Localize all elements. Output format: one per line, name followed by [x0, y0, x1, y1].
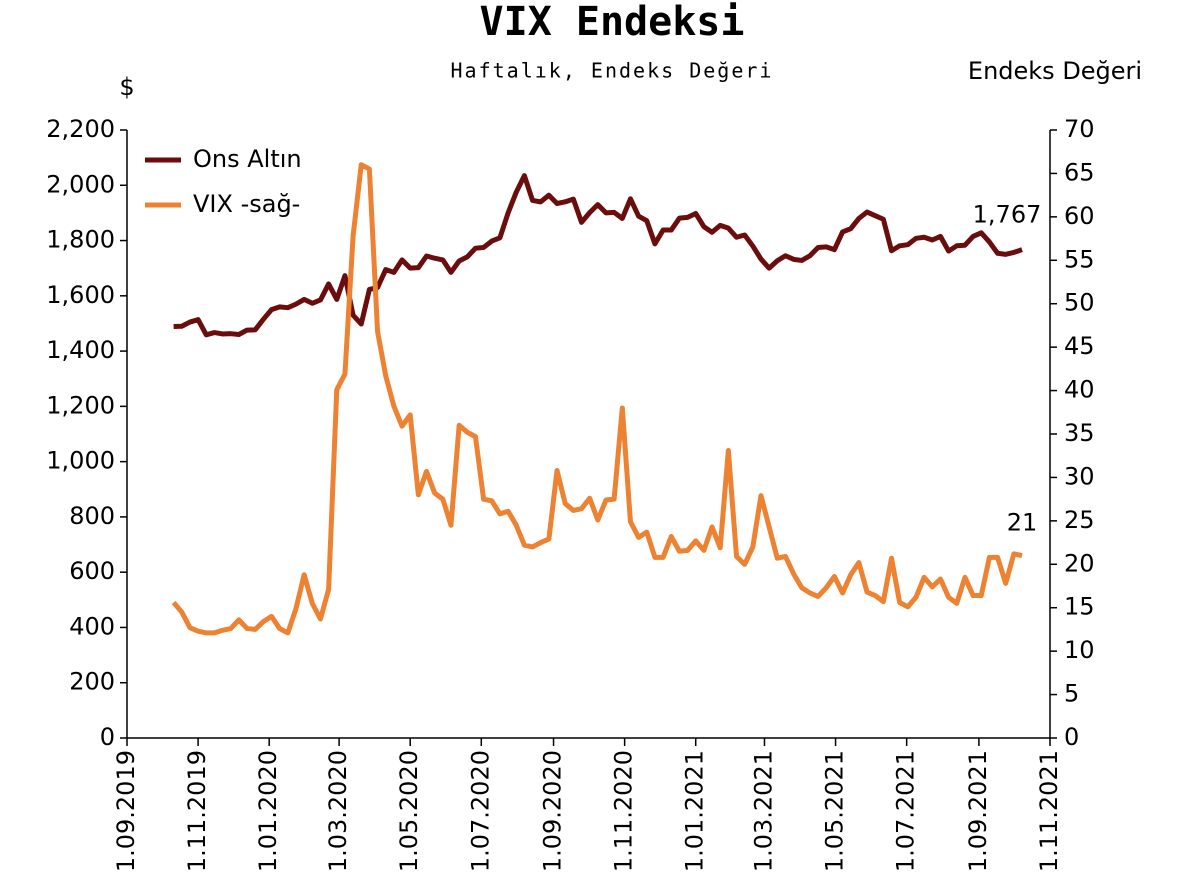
y2-tick-label: 45: [1064, 332, 1095, 360]
x-tick-label: 1.01.2021: [681, 750, 709, 872]
legend-label: VIX -sağ-: [193, 190, 300, 218]
y2-tick-label: 55: [1064, 245, 1095, 273]
data-label: 1,767: [973, 201, 1042, 229]
y2-tick-label: 40: [1064, 376, 1095, 404]
y-tick-label: 1,600: [46, 281, 115, 309]
y2-tick-label: 60: [1064, 202, 1095, 230]
x-tick-label: 1.09.2019: [112, 750, 140, 872]
legend-label: Ons Altın: [193, 145, 302, 173]
x-tick-label: 1.01.2020: [254, 750, 282, 872]
y-tick-label: 200: [69, 668, 115, 696]
y-tick-label: 800: [69, 502, 115, 530]
x-tick-label: 1.11.2021: [1035, 750, 1063, 872]
y2-tick-label: 70: [1064, 115, 1095, 143]
x-tick-label: 1.05.2020: [395, 750, 423, 872]
y-tick-label: 400: [69, 612, 115, 640]
y2-tick-label: 5: [1064, 680, 1079, 708]
y-tick-label: 600: [69, 557, 115, 585]
x-tick-label: 1.09.2020: [539, 750, 567, 872]
y-tick-label: 1,200: [46, 391, 115, 419]
series-line: [171, 162, 1023, 636]
y2-tick-label: 65: [1064, 158, 1095, 186]
series-line: [173, 173, 1023, 338]
y2-tick-label: 15: [1064, 593, 1095, 621]
y-tick-label: 2,000: [46, 170, 115, 198]
chart-title: VIX Endeksi: [480, 0, 745, 45]
x-tick-label: 1.07.2020: [466, 750, 494, 872]
x-tick-label: 1.11.2020: [610, 750, 638, 872]
data-label: 21: [1007, 509, 1038, 537]
y2-tick-label: 30: [1064, 462, 1095, 490]
y2-tick-label: 10: [1064, 636, 1095, 664]
y2-axis-label: Endeks Değeri: [968, 57, 1142, 85]
x-tick-label: 1.09.2021: [964, 750, 992, 872]
y-tick-label: 0: [100, 723, 115, 751]
y-tick-label: 2,200: [46, 115, 115, 143]
y2-tick-label: 25: [1064, 506, 1095, 534]
x-tick-label: 1.05.2021: [821, 750, 849, 872]
y-tick-label: 1,000: [46, 447, 115, 475]
y2-tick-label: 0: [1064, 723, 1079, 751]
chart-subtitle: Haftalık, Endeks Değeri: [451, 59, 774, 83]
y-tick-label: 1,400: [46, 336, 115, 364]
x-tick-label: 1.07.2021: [892, 750, 920, 872]
x-tick-label: 1.03.2020: [324, 750, 352, 872]
x-tick-label: 1.03.2021: [749, 750, 777, 872]
y2-tick-label: 20: [1064, 549, 1095, 577]
y-axis-label: $: [119, 73, 134, 101]
y-tick-label: 1,800: [46, 226, 115, 254]
y2-tick-label: 50: [1064, 289, 1095, 317]
y2-tick-label: 35: [1064, 419, 1095, 447]
x-tick-label: 1.11.2019: [183, 750, 211, 872]
